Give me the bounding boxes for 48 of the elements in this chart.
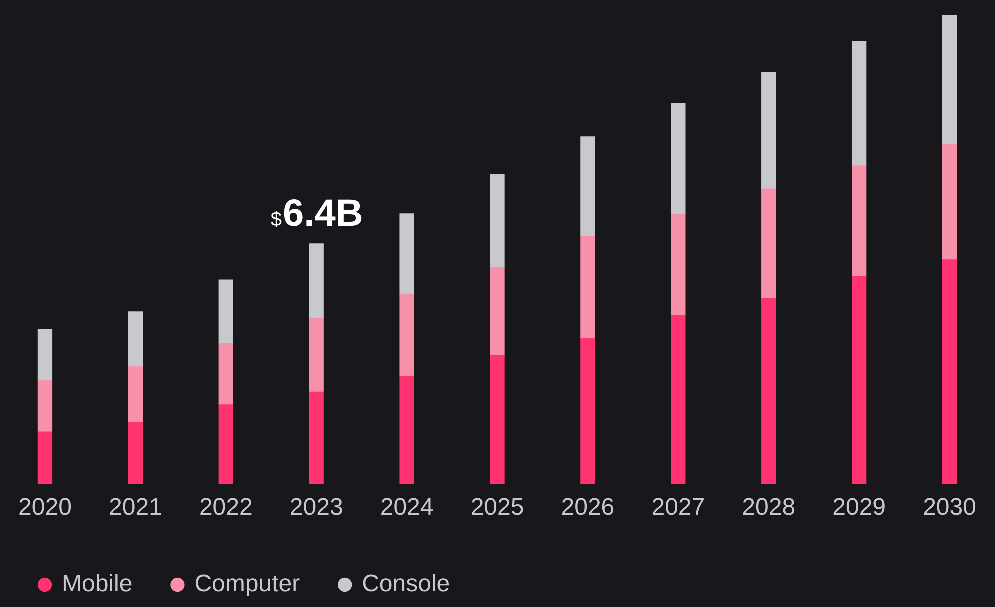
x-tick-label: 2026 xyxy=(561,494,615,522)
bar xyxy=(942,260,958,484)
x-tick-label: 2030 xyxy=(923,494,976,522)
bar xyxy=(218,280,234,344)
bar xyxy=(309,244,324,319)
legend-label: Mobile xyxy=(62,570,133,598)
bar xyxy=(490,174,505,268)
bar xyxy=(671,214,686,316)
bar xyxy=(128,312,144,368)
legend-label: Console xyxy=(362,570,450,598)
bar xyxy=(942,15,958,145)
bar xyxy=(128,422,144,484)
bar xyxy=(38,432,53,484)
bar xyxy=(309,318,324,393)
bar xyxy=(762,188,776,300)
bar xyxy=(852,40,867,166)
x-tick-label: 2029 xyxy=(832,494,886,522)
bar xyxy=(218,343,234,406)
bar xyxy=(762,72,776,190)
bar xyxy=(400,294,414,377)
bar xyxy=(38,330,53,382)
bar xyxy=(400,214,414,295)
x-tick-label: 2020 xyxy=(18,494,72,522)
x-tick-label: 2028 xyxy=(742,494,796,522)
x-tick-label: 2023 xyxy=(290,494,344,522)
bar xyxy=(671,315,686,484)
x-tick-label: 2025 xyxy=(470,494,524,522)
x-tick-label: 2027 xyxy=(652,494,706,522)
bar xyxy=(580,236,596,340)
bar xyxy=(490,267,505,356)
bar xyxy=(852,276,867,484)
legend-label: Computer xyxy=(194,570,300,598)
bar xyxy=(490,355,505,484)
bar xyxy=(852,166,867,278)
bar xyxy=(671,103,686,215)
bar xyxy=(38,380,53,432)
x-tick-label: 2022 xyxy=(199,494,253,522)
bar xyxy=(128,366,144,424)
bar xyxy=(400,376,414,484)
bar xyxy=(762,298,776,484)
bar xyxy=(218,404,234,484)
x-tick-label: 2024 xyxy=(380,494,434,522)
x-tick-label: 2021 xyxy=(108,494,162,522)
bar xyxy=(942,144,958,260)
bar xyxy=(580,136,596,237)
annotation: $6.4B xyxy=(270,192,364,235)
bar xyxy=(580,338,596,484)
bar xyxy=(309,392,324,484)
